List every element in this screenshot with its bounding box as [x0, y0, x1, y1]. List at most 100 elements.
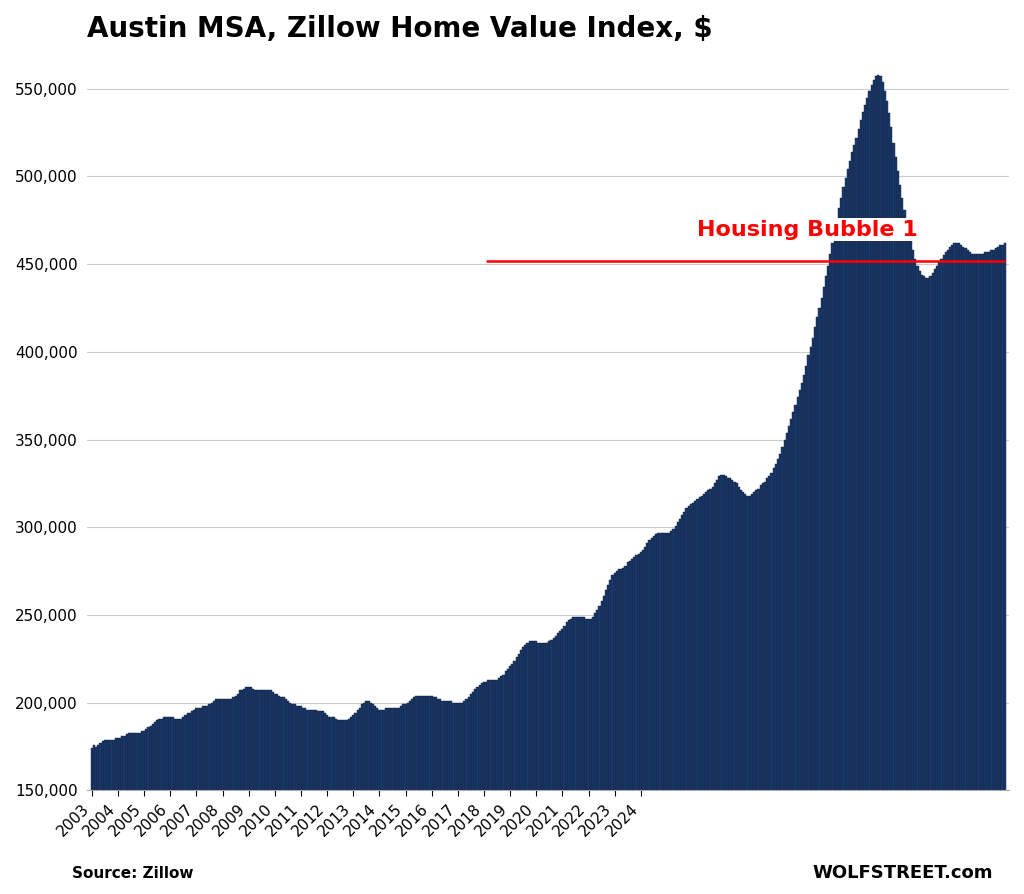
Bar	[496, 680, 498, 894]
Bar	[574, 617, 577, 894]
Bar	[329, 717, 331, 894]
Bar	[398, 708, 400, 894]
Bar	[343, 721, 346, 894]
Bar	[801, 384, 803, 894]
Bar	[271, 692, 273, 894]
Bar	[825, 276, 827, 894]
Bar	[988, 252, 990, 894]
Bar	[777, 459, 779, 894]
Bar	[141, 730, 143, 894]
Bar	[194, 710, 196, 894]
Bar	[553, 637, 555, 894]
Bar	[799, 391, 801, 894]
Bar	[829, 254, 831, 894]
Bar	[914, 259, 916, 894]
Bar	[480, 683, 483, 894]
Text: Housing Bubble 1: Housing Bubble 1	[697, 220, 918, 240]
Bar	[476, 687, 478, 894]
Bar	[655, 535, 657, 894]
Bar	[727, 478, 729, 894]
Bar	[847, 170, 849, 894]
Bar	[876, 77, 878, 894]
Bar	[919, 271, 921, 894]
Bar	[650, 538, 653, 894]
Bar	[356, 710, 358, 894]
Bar	[126, 734, 128, 894]
Bar	[791, 418, 793, 894]
Bar	[487, 680, 489, 894]
Bar	[886, 101, 888, 894]
Bar	[579, 617, 581, 894]
Bar	[718, 477, 720, 894]
Bar	[681, 515, 683, 894]
Bar	[302, 708, 304, 894]
Bar	[366, 701, 368, 894]
Bar	[897, 171, 899, 894]
Bar	[437, 699, 439, 894]
Bar	[246, 687, 248, 894]
Bar	[710, 489, 712, 894]
Bar	[860, 121, 862, 894]
Bar	[882, 81, 884, 894]
Bar	[115, 738, 117, 894]
Bar	[949, 247, 951, 894]
Bar	[773, 468, 775, 894]
Bar	[992, 250, 995, 894]
Bar	[605, 590, 607, 894]
Bar	[659, 533, 662, 894]
Bar	[173, 719, 176, 894]
Bar	[391, 708, 393, 894]
Bar	[623, 568, 625, 894]
Bar	[851, 152, 853, 894]
Bar	[317, 712, 319, 894]
Bar	[335, 719, 337, 894]
Bar	[559, 631, 561, 894]
Bar	[694, 501, 696, 894]
Bar	[890, 127, 893, 894]
Bar	[505, 671, 507, 894]
Bar	[864, 105, 866, 894]
Bar	[666, 533, 668, 894]
Bar	[995, 249, 997, 894]
Bar	[113, 739, 115, 894]
Bar	[955, 243, 957, 894]
Bar	[600, 601, 603, 894]
Bar	[119, 738, 121, 894]
Bar	[755, 491, 758, 894]
Bar	[577, 617, 579, 894]
Bar	[853, 145, 855, 894]
Bar	[269, 690, 271, 894]
Bar	[208, 704, 211, 894]
Bar	[653, 536, 655, 894]
Bar	[416, 696, 418, 894]
Bar	[959, 245, 963, 894]
Bar	[285, 699, 287, 894]
Bar	[845, 178, 847, 894]
Bar	[378, 710, 381, 894]
Bar	[188, 713, 190, 894]
Text: Austin MSA, Zillow Home Value Index, $: Austin MSA, Zillow Home Value Index, $	[87, 15, 713, 43]
Bar	[673, 529, 675, 894]
Bar	[435, 697, 437, 894]
Bar	[291, 704, 293, 894]
Bar	[254, 690, 256, 894]
Bar	[393, 708, 395, 894]
Bar	[592, 617, 594, 894]
Bar	[975, 254, 978, 894]
Bar	[121, 736, 124, 894]
Bar	[664, 533, 666, 894]
Bar	[982, 254, 984, 894]
Bar	[957, 243, 959, 894]
Bar	[586, 619, 588, 894]
Bar	[942, 256, 945, 894]
Bar	[866, 97, 868, 894]
Bar	[700, 496, 702, 894]
Bar	[156, 721, 159, 894]
Bar	[109, 739, 111, 894]
Bar	[492, 680, 494, 894]
Bar	[241, 690, 244, 894]
Bar	[912, 250, 914, 894]
Bar	[483, 681, 485, 894]
Bar	[907, 232, 910, 894]
Bar	[640, 552, 642, 894]
